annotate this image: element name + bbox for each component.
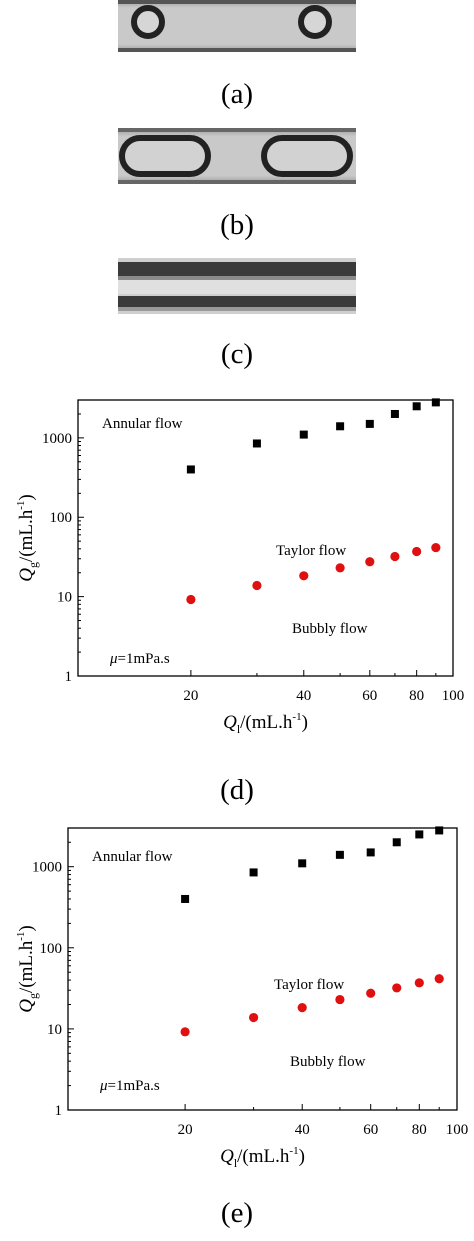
x-tick-label: 80 bbox=[412, 1122, 427, 1138]
data-point-circle bbox=[366, 988, 376, 998]
y-tick-label: 10 bbox=[47, 1022, 62, 1038]
data-point-circle bbox=[390, 551, 400, 562]
x-tick-label: 100 bbox=[446, 1122, 469, 1138]
data-point-square bbox=[392, 838, 401, 847]
region-label: Annular flow bbox=[92, 849, 173, 865]
annular-flow-photo bbox=[118, 258, 356, 314]
data-point-square bbox=[298, 859, 307, 868]
data-point-circle bbox=[412, 546, 422, 557]
data-point-square bbox=[249, 868, 258, 877]
region-label: Taylor flow bbox=[276, 543, 346, 559]
region-label: Bubbly flow bbox=[292, 621, 368, 637]
region-label: Annular flow bbox=[102, 416, 183, 432]
data-point-circle bbox=[414, 978, 424, 988]
panel-label-c: (c) bbox=[220, 338, 254, 370]
data-point-circle bbox=[299, 571, 309, 581]
data-point-square bbox=[181, 894, 190, 903]
data-point-square bbox=[186, 465, 195, 474]
x-axis-label: Ql/(mL.h-1) bbox=[223, 711, 308, 736]
data-point-circle bbox=[335, 994, 345, 1005]
viscosity-annotation: μ=1mPa.s bbox=[99, 1078, 160, 1094]
data-point-circle bbox=[252, 580, 262, 591]
data-point-circle bbox=[180, 1027, 190, 1037]
y-tick-label: 1000 bbox=[32, 860, 62, 876]
data-point-circle bbox=[335, 563, 345, 573]
data-point-square bbox=[435, 826, 444, 835]
x-tick-label: 40 bbox=[296, 688, 311, 704]
y-axis-label: Qg/(mL.h-1) bbox=[15, 925, 40, 1012]
x-tick-label: 20 bbox=[183, 688, 198, 704]
data-point-circle bbox=[186, 594, 196, 605]
data-point-square bbox=[431, 398, 440, 407]
y-tick-label: 100 bbox=[50, 510, 73, 526]
data-point-circle bbox=[297, 1003, 307, 1013]
data-point-circle bbox=[392, 983, 402, 993]
y-tick-label: 1 bbox=[65, 669, 73, 685]
region-label: Bubbly flow bbox=[290, 1054, 366, 1070]
x-tick-label: 100 bbox=[442, 688, 465, 704]
panel-label-a: (a) bbox=[220, 78, 254, 110]
data-point-circle bbox=[365, 557, 375, 567]
plot-frame bbox=[67, 827, 458, 1111]
data-point-circle bbox=[431, 542, 441, 553]
panel-label-b: (b) bbox=[220, 209, 254, 241]
plot-frame bbox=[77, 399, 454, 677]
data-point-circle bbox=[434, 974, 444, 984]
data-point-square bbox=[365, 419, 374, 428]
x-tick-label: 60 bbox=[362, 688, 377, 704]
data-point-square bbox=[335, 850, 344, 859]
viscosity-annotation: μ=1mPa.s bbox=[109, 651, 170, 667]
x-tick-label: 60 bbox=[363, 1122, 378, 1138]
data-point-circle bbox=[249, 1012, 259, 1023]
x-tick-label: 20 bbox=[178, 1122, 193, 1138]
taylor-flow-photo bbox=[118, 128, 356, 184]
flow-map-chart-d: 20 40 60 80 100 1 10 100 1000 Ql/(mL.h-1) Qg/(mL.h… bbox=[15, 398, 465, 736]
panel-label-d: (d) bbox=[220, 774, 254, 806]
data-point-square bbox=[252, 439, 261, 448]
y-tick-label: 100 bbox=[40, 941, 63, 957]
y-tick-label: 10 bbox=[57, 590, 72, 606]
data-point-square bbox=[390, 409, 399, 418]
flow-map-chart-e: 20 40 60 80 100 1 10 100 1000 Ql/(mL.h-1) Qg/(mL.h… bbox=[15, 826, 469, 1170]
y-axis-label: Qg/(mL.h-1) bbox=[15, 494, 40, 581]
x-tick-label: 80 bbox=[409, 688, 424, 704]
data-point-square bbox=[412, 402, 421, 411]
data-point-square bbox=[366, 848, 375, 857]
y-tick-label: 1000 bbox=[42, 431, 72, 447]
region-label: Taylor flow bbox=[274, 977, 344, 993]
bubbly-flow-photo bbox=[118, 0, 356, 52]
x-tick-label: 40 bbox=[295, 1122, 310, 1138]
data-point-square bbox=[415, 830, 424, 839]
x-axis-label: Ql/(mL.h-1) bbox=[220, 1145, 305, 1170]
y-tick-label: 1 bbox=[55, 1103, 63, 1119]
panel-label-e: (e) bbox=[220, 1197, 254, 1229]
data-point-square bbox=[299, 430, 308, 439]
data-point-square bbox=[336, 422, 345, 431]
